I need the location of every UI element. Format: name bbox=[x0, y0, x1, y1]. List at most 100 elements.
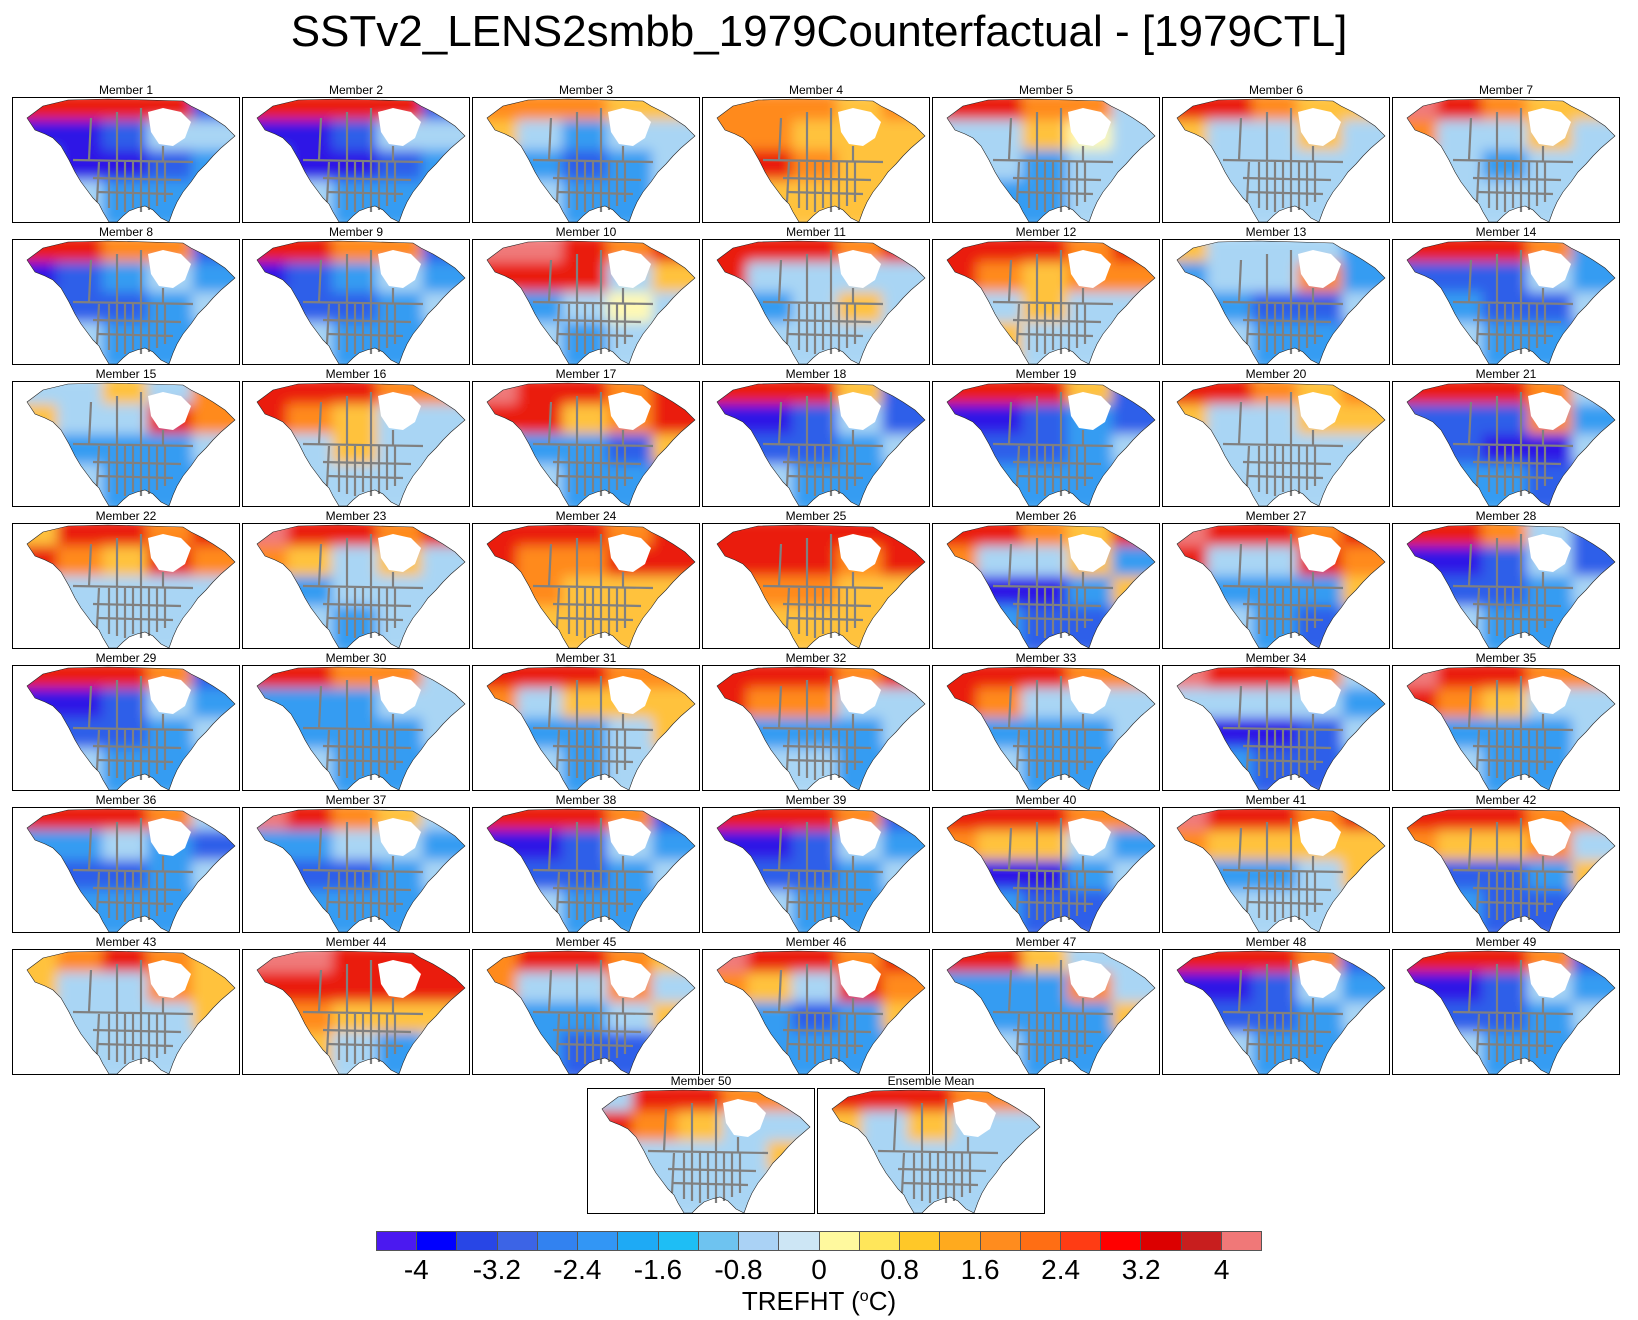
border-line bbox=[647, 1149, 769, 1155]
colorbar-swatch bbox=[858, 1231, 900, 1251]
panel-title: Member 32 bbox=[785, 651, 847, 665]
coastline bbox=[26, 382, 236, 506]
political-borders bbox=[762, 392, 884, 496]
anomaly-region bbox=[882, 748, 925, 790]
anomaly-map bbox=[1162, 807, 1390, 933]
panel-title: Member 10 bbox=[555, 225, 617, 239]
border-line bbox=[1475, 303, 1481, 345]
missing-data-region bbox=[1528, 818, 1571, 856]
coastline bbox=[1176, 98, 1386, 222]
border-line bbox=[1015, 161, 1021, 203]
missing-data-region bbox=[1068, 960, 1111, 998]
anomaly-region bbox=[717, 860, 759, 902]
border-line bbox=[1242, 460, 1332, 466]
border-line bbox=[322, 602, 412, 608]
political-borders bbox=[992, 960, 1114, 1064]
border-line bbox=[785, 161, 791, 203]
border-line bbox=[1222, 158, 1344, 164]
anomaly-region bbox=[882, 180, 925, 222]
anomaly-region bbox=[652, 606, 695, 648]
anomaly-region bbox=[1527, 606, 1584, 648]
border-line bbox=[95, 871, 101, 913]
anomaly-region bbox=[147, 180, 204, 222]
anomaly-region bbox=[1177, 322, 1219, 364]
border-line bbox=[785, 871, 791, 913]
anomaly-region bbox=[1067, 890, 1124, 932]
panel-title: Member 33 bbox=[1015, 651, 1077, 665]
missing-data-region bbox=[148, 818, 191, 856]
coastline bbox=[1406, 666, 1616, 790]
anomaly-region bbox=[652, 890, 695, 932]
border-line bbox=[325, 871, 331, 913]
panel-title: Member 16 bbox=[325, 367, 387, 381]
political-borders bbox=[1452, 818, 1574, 922]
missing-data-region bbox=[723, 1099, 766, 1137]
border-line bbox=[532, 868, 654, 874]
border-line bbox=[782, 886, 872, 892]
map-canvas bbox=[946, 98, 1156, 222]
map-canvas bbox=[256, 666, 466, 790]
colorbar-tick-label: 4 bbox=[1213, 1254, 1230, 1285]
anomaly-region bbox=[147, 606, 204, 648]
missing-data-region bbox=[378, 108, 421, 146]
anomaly-map bbox=[472, 523, 700, 649]
anomaly-region bbox=[377, 322, 434, 364]
political-borders bbox=[992, 676, 1114, 780]
political-borders bbox=[1452, 250, 1574, 354]
panel-title: Member 17 bbox=[555, 367, 617, 381]
panel-title: Member 5 bbox=[1018, 83, 1074, 97]
coastline bbox=[946, 950, 1156, 1074]
missing-data-region bbox=[608, 818, 651, 856]
border-line bbox=[87, 543, 93, 587]
border-line bbox=[762, 584, 884, 590]
colorbar-title: TREFHT (oC) bbox=[0, 1281, 1638, 1317]
missing-data-region bbox=[1068, 392, 1111, 430]
anomaly-region bbox=[27, 718, 69, 760]
anomaly-region bbox=[377, 1032, 434, 1074]
anomaly-region bbox=[27, 890, 69, 932]
border-line bbox=[555, 161, 561, 203]
anomaly-region bbox=[1112, 1032, 1155, 1074]
anomaly-map bbox=[1392, 523, 1620, 649]
border-line bbox=[1237, 827, 1243, 871]
anomaly-region bbox=[1407, 292, 1449, 334]
colorbar-tick-label: 1.6 bbox=[960, 1254, 1000, 1285]
map-canvas bbox=[26, 382, 236, 506]
map-canvas bbox=[946, 240, 1156, 364]
anomaly-region bbox=[1177, 748, 1219, 790]
border-line bbox=[762, 868, 884, 874]
border-line bbox=[897, 1167, 987, 1173]
border-line bbox=[1245, 871, 1251, 913]
map-canvas bbox=[1176, 524, 1386, 648]
border-line bbox=[1012, 1028, 1102, 1034]
anomaly-region bbox=[377, 464, 434, 506]
anomaly-map bbox=[702, 239, 930, 365]
border-line bbox=[547, 259, 553, 303]
political-borders bbox=[992, 108, 1114, 212]
border-line bbox=[92, 602, 182, 608]
border-line bbox=[547, 543, 553, 587]
anomaly-region bbox=[27, 150, 69, 192]
missing-data-region bbox=[1528, 534, 1571, 572]
border-line bbox=[1475, 161, 1481, 203]
panel-title: Ensemble Mean bbox=[887, 1074, 975, 1088]
missing-data-region bbox=[1298, 392, 1341, 430]
political-borders bbox=[1222, 818, 1344, 922]
anomaly-map bbox=[12, 381, 240, 507]
border-line bbox=[762, 300, 884, 306]
political-borders bbox=[762, 676, 884, 780]
panel-title: Member 15 bbox=[95, 367, 157, 381]
anomaly-map bbox=[12, 665, 240, 791]
anomaly-map bbox=[472, 381, 700, 507]
coastline bbox=[256, 240, 466, 364]
panel-title: Member 45 bbox=[555, 935, 617, 949]
anomaly-region bbox=[837, 464, 894, 506]
panel-title: Member 50 bbox=[670, 1074, 732, 1088]
map-canvas bbox=[716, 240, 926, 364]
border-line bbox=[1007, 259, 1013, 303]
anomaly-map bbox=[12, 239, 240, 365]
border-line bbox=[762, 1010, 884, 1016]
border-line bbox=[87, 117, 93, 161]
missing-data-region bbox=[1298, 818, 1341, 856]
anomaly-region bbox=[1297, 606, 1354, 648]
